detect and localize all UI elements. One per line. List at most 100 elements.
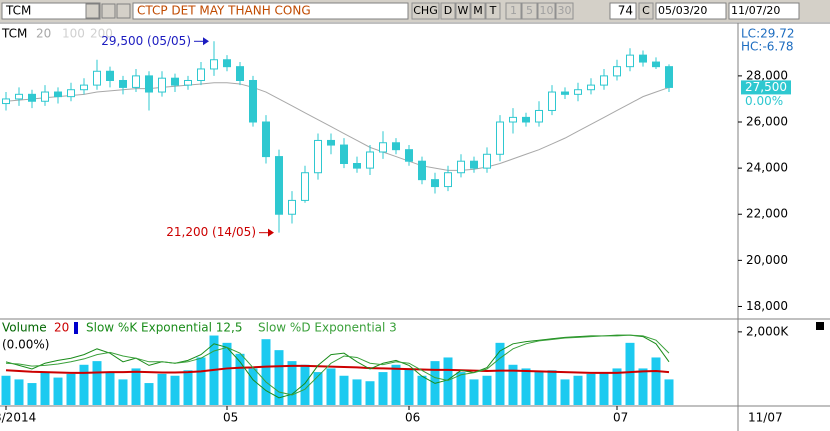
symbol-input[interactable]: TCM bbox=[5, 4, 31, 18]
candle-body bbox=[535, 109, 543, 123]
legend-volume: Volume bbox=[2, 321, 47, 335]
candle-body bbox=[210, 59, 218, 70]
candle-body bbox=[587, 84, 595, 91]
volume-bar bbox=[573, 375, 583, 405]
candle-body bbox=[574, 89, 582, 95]
toolbar-button-bg[interactable] bbox=[411, 2, 440, 20]
period-button[interactable]: 30 bbox=[558, 4, 572, 17]
candle-body bbox=[626, 54, 634, 68]
period-button[interactable]: 10 bbox=[540, 4, 554, 17]
x-tick-label: 06 bbox=[405, 411, 420, 425]
volume-bar bbox=[404, 368, 414, 405]
candle-body bbox=[67, 89, 75, 98]
volume-bar bbox=[534, 372, 544, 405]
period-button-bg[interactable] bbox=[505, 2, 522, 20]
company-box bbox=[132, 2, 409, 20]
volume-bar bbox=[599, 372, 609, 405]
volume-bar bbox=[105, 372, 115, 405]
y-tick-label: 2,000K bbox=[746, 324, 789, 338]
y-tick-label: 26,000 bbox=[746, 115, 788, 129]
candle-body bbox=[223, 59, 231, 68]
change: 0.00% bbox=[745, 94, 783, 108]
icon-btn[interactable] bbox=[116, 3, 131, 19]
annotation: 21,200 (14/05) bbox=[166, 225, 256, 239]
y-tick-label: 18,000 bbox=[746, 299, 788, 313]
toolbar-button[interactable]: M bbox=[473, 4, 483, 17]
candle-body bbox=[2, 98, 10, 105]
candle-body bbox=[106, 70, 114, 81]
ma-legend: 100 bbox=[62, 27, 85, 41]
icon-btn[interactable] bbox=[101, 3, 116, 19]
y-tick-label: 20,000 bbox=[746, 253, 788, 267]
to-box bbox=[728, 2, 800, 20]
panel-close[interactable] bbox=[816, 322, 824, 330]
company-name: CTCP DET MAY THANH CONG bbox=[137, 4, 311, 18]
legend-stoch: Slow %K Exponential 12,5 bbox=[86, 321, 243, 335]
volume-bar bbox=[235, 353, 245, 405]
to-date: 11/07/20 bbox=[731, 4, 780, 17]
volume-bar bbox=[261, 339, 271, 405]
volume-bar bbox=[313, 372, 323, 405]
ma-legend: 20 bbox=[36, 27, 51, 41]
candle-body bbox=[613, 66, 621, 77]
period-button-bg[interactable] bbox=[555, 2, 574, 20]
volume-bar bbox=[612, 368, 622, 405]
from-date: 05/03/20 bbox=[658, 4, 707, 17]
volume-bar bbox=[300, 364, 310, 405]
candle-body bbox=[288, 199, 296, 215]
candle-body bbox=[171, 77, 179, 86]
volume-bar bbox=[560, 379, 570, 405]
change-label: (0.00%) bbox=[2, 338, 49, 352]
candle-body bbox=[600, 75, 608, 86]
x-tick-label: 07 bbox=[613, 411, 628, 425]
volume-bar bbox=[664, 379, 674, 405]
period-button[interactable]: 5 bbox=[526, 4, 533, 17]
ma-line bbox=[5, 82, 670, 171]
candle-body bbox=[392, 142, 400, 151]
toolbar-button[interactable]: CHG bbox=[413, 4, 437, 17]
volume-bar bbox=[92, 361, 102, 405]
candle-body bbox=[470, 160, 478, 169]
candle-body bbox=[93, 70, 101, 86]
candle-body bbox=[522, 116, 530, 123]
annotation: 29,500 (05/05) bbox=[101, 34, 191, 48]
volume-bar bbox=[118, 379, 128, 405]
volume-bar bbox=[443, 357, 453, 405]
candle-body bbox=[457, 160, 465, 174]
period-button[interactable]: 1 bbox=[510, 4, 517, 17]
dropdown-btn[interactable] bbox=[85, 3, 100, 19]
candle-body bbox=[28, 93, 36, 102]
toolbar-button-bg[interactable] bbox=[455, 2, 471, 20]
mode-button[interactable]: C bbox=[642, 4, 650, 17]
volume-bar bbox=[469, 379, 479, 405]
candle-body bbox=[158, 77, 166, 93]
candle-body bbox=[340, 144, 348, 165]
period-button-bg[interactable] bbox=[521, 2, 538, 20]
toolbar-button[interactable]: W bbox=[458, 4, 469, 17]
period-button-bg[interactable] bbox=[537, 2, 556, 20]
toolbar-button[interactable]: T bbox=[489, 4, 497, 17]
candle-body bbox=[184, 79, 192, 86]
candle-body bbox=[496, 121, 504, 155]
volume-bar bbox=[326, 368, 336, 405]
cursor-date: 11/07 bbox=[748, 411, 783, 425]
toolbar-button-bg[interactable] bbox=[485, 2, 501, 20]
candle-body bbox=[80, 84, 88, 91]
toolbar-button[interactable]: D bbox=[444, 4, 452, 17]
candle-body bbox=[639, 54, 647, 63]
candle-body bbox=[548, 91, 556, 111]
volume-bar bbox=[391, 364, 401, 405]
mode-button-bg[interactable] bbox=[638, 2, 654, 20]
candle-body bbox=[41, 91, 49, 102]
toolbar-button-bg[interactable] bbox=[470, 2, 486, 20]
volume-bar bbox=[79, 364, 89, 405]
volume-bar bbox=[586, 373, 596, 405]
toolbar-button-bg[interactable] bbox=[440, 2, 456, 20]
x-tick-label: 3/2014 bbox=[0, 411, 36, 425]
volume-bar bbox=[27, 383, 37, 405]
x-tick-label: 05 bbox=[223, 411, 238, 425]
volume-bar bbox=[547, 370, 557, 405]
volume-bar bbox=[625, 342, 635, 405]
symbol-box[interactable] bbox=[1, 2, 101, 20]
candle-body bbox=[197, 68, 205, 81]
